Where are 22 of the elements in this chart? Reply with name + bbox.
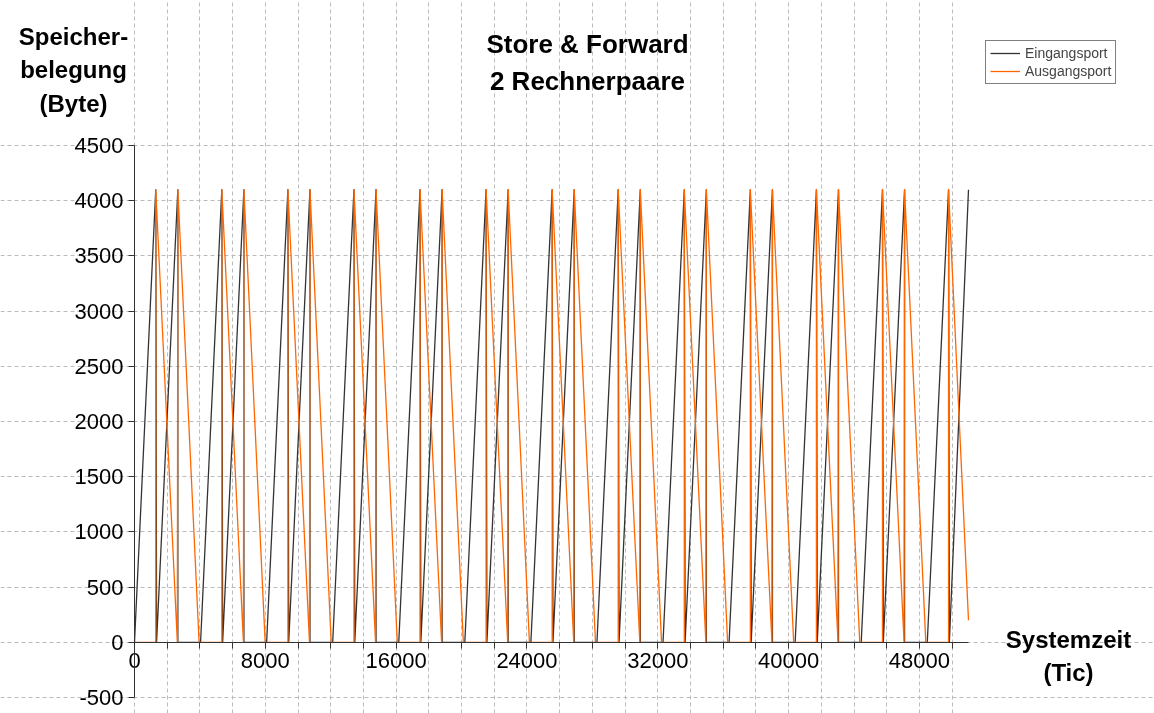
legend-label: Ausgangsport xyxy=(1025,63,1112,79)
y-tick-label: 1500 xyxy=(74,464,124,490)
y-tick-label: 4500 xyxy=(74,133,124,158)
x-tick-label: 48000 xyxy=(888,648,951,674)
x-tick-label: 16000 xyxy=(365,648,427,674)
y-tick-label: 2000 xyxy=(74,409,124,434)
x-axis-title: Systemzeit (Tic) xyxy=(1005,625,1132,687)
y-axis-title: Speicher- belegung (Byte) xyxy=(18,22,129,117)
x-tick-label: 8000 xyxy=(240,648,290,674)
y-tick-label: 0 xyxy=(111,629,124,655)
y-tick-label: 4000 xyxy=(74,188,124,214)
y-tick-label: 3500 xyxy=(74,243,124,269)
y-tick-label: 3000 xyxy=(74,298,124,324)
x-tick-label: 24000 xyxy=(496,648,558,674)
y-tick-label: 1000 xyxy=(74,519,124,545)
y-tick-label: 2500 xyxy=(74,353,124,379)
legend-label: Eingangsport xyxy=(1025,45,1108,61)
y-tick-label: 500 xyxy=(86,574,124,600)
chart-title: Store & Forward 2 Rechnerpaare xyxy=(486,28,689,96)
x-tick-label: 40000 xyxy=(758,648,820,674)
x-tick-label: 32000 xyxy=(627,648,689,674)
y-tick-label: -500 xyxy=(79,685,124,710)
